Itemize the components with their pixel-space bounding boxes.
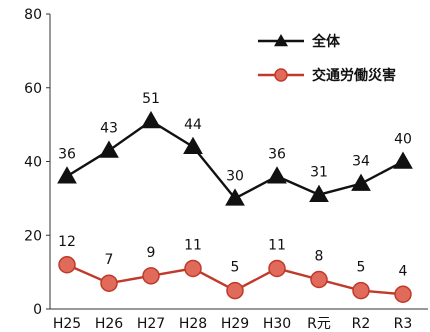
legend-label: 交通労働災害: [312, 67, 396, 84]
y-tick-label: 20: [24, 228, 42, 244]
data-point-circle: [352, 281, 370, 300]
data-label: 34: [352, 154, 370, 170]
y-tick-label: 40: [24, 155, 42, 171]
data-point-triangle: [141, 110, 161, 129]
data-label: 44: [184, 117, 202, 133]
data-label: 9: [147, 245, 156, 261]
data-label: 5: [231, 260, 240, 276]
data-point-circle: [394, 285, 412, 303]
data-label: 7: [105, 252, 114, 268]
x-tick-label: H28: [179, 316, 207, 332]
x-tick-label: H27: [137, 316, 165, 332]
data-point-triangle: [183, 136, 203, 154]
data-label: 11: [268, 237, 286, 253]
data-point-triangle: [99, 140, 119, 158]
y-tick-label: 80: [24, 7, 42, 23]
data-point-circle: [58, 256, 76, 274]
data-point-triangle: [57, 166, 77, 184]
data-point-circle: [142, 267, 160, 285]
y-tick-label: 0: [33, 302, 42, 318]
data-point-circle: [226, 281, 244, 300]
data-label: 36: [268, 146, 286, 162]
data-label: 43: [100, 120, 118, 136]
data-label: 4: [399, 263, 408, 279]
axes: 0 20 40 60 80 H25 H26 H27 H28 H29 H30 R元 R2 R3: [24, 7, 428, 332]
data-point-circle: [268, 259, 286, 278]
series-layer: [57, 110, 413, 303]
data-point-triangle: [267, 166, 287, 184]
data-point-circle: [100, 274, 118, 292]
x-tick-label: H26: [95, 316, 123, 332]
y-tick-label: 60: [24, 81, 42, 97]
data-label: 5: [357, 260, 366, 276]
x-tick-label: H29: [221, 316, 249, 332]
data-point-circle: [310, 270, 328, 289]
legend-label: 全体: [311, 33, 341, 50]
data-point-triangle: [225, 188, 245, 206]
data-label: 31: [310, 165, 328, 181]
x-tick-label: R3: [394, 316, 413, 332]
data-point-circle: [184, 259, 202, 278]
legend-marker-circle: [274, 68, 288, 82]
data-labels: 36 43 51 44 30 36 31 34 40 12 7 9 11 5 11 8 5 4: [58, 91, 412, 279]
data-point-triangle: [309, 184, 329, 202]
data-label: 36: [58, 146, 76, 162]
data-label: 11: [184, 237, 202, 253]
x-tick-label: R2: [352, 316, 371, 332]
legend-marker-triangle: [274, 34, 288, 47]
data-point-triangle: [393, 151, 413, 169]
data-label: 40: [394, 132, 412, 148]
x-tick-label: H30: [263, 316, 291, 332]
x-tick-label: R元: [307, 316, 331, 332]
data-label: 30: [226, 168, 244, 184]
data-point-triangle: [351, 173, 371, 191]
x-tick-label: H25: [53, 316, 81, 332]
data-label: 12: [58, 234, 76, 250]
data-label: 8: [315, 249, 324, 265]
data-label: 51: [142, 91, 160, 107]
